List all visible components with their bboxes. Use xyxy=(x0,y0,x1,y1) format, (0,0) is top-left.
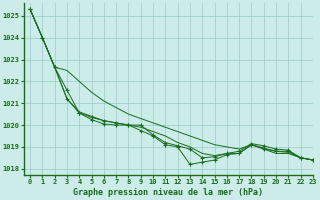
X-axis label: Graphe pression niveau de la mer (hPa): Graphe pression niveau de la mer (hPa) xyxy=(74,188,263,197)
